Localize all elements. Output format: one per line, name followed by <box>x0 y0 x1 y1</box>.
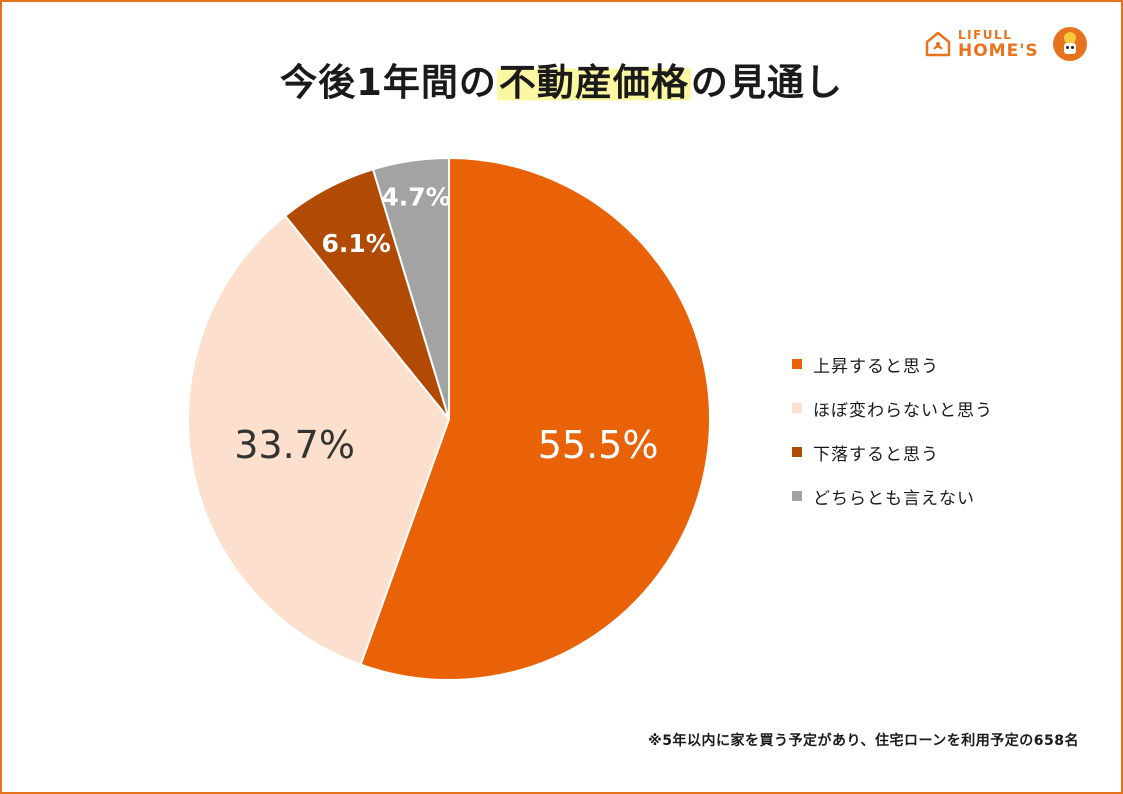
legend-item: 下落すると思う <box>792 430 993 474</box>
legend-item: どちらとも言えない <box>792 474 993 518</box>
legend-label: ほぼ変わらないと思う <box>813 400 993 421</box>
title-highlight: 不動産価格 <box>496 61 691 104</box>
logo-line1: LIFULL <box>958 28 1013 42</box>
title-prefix: 今後1年間の <box>280 61 497 104</box>
mascot-icon <box>1053 27 1087 61</box>
chart-title: 今後1年間の不動産価格の見通し <box>0 52 1123 106</box>
legend-item: ほぼ変わらないと思う <box>792 386 993 430</box>
legend-swatch <box>792 447 802 457</box>
legend-label: 上昇すると思う <box>813 356 939 377</box>
legend-item: 上昇すると思う <box>792 342 993 386</box>
house-icon <box>925 31 951 57</box>
legend-label: どちらとも言えない <box>813 488 975 509</box>
pie-slice <box>371 156 450 420</box>
pie-slice <box>187 214 451 666</box>
lifull-homes-logo: LIFULL HOME'S <box>924 26 1089 66</box>
legend-swatch <box>792 403 802 413</box>
legend-swatch <box>792 359 802 369</box>
title-suffix: の見通し <box>690 61 843 104</box>
slice-value-label: 4.7% <box>381 183 450 212</box>
slice-value-label: 33.7% <box>234 423 355 467</box>
footnote: ※5年以内に家を買う予定があり、住宅ローンを利用予定の658名 <box>648 733 1079 749</box>
chart-legend: 上昇すると思う ほぼ変わらないと思う 下落すると思う どちらとも言えない <box>792 342 993 518</box>
legend-swatch <box>792 491 802 501</box>
logo-line2: HOME'S <box>958 41 1039 61</box>
slice-value-label: 55.5% <box>538 423 659 467</box>
slice-value-label: 6.1% <box>322 229 391 258</box>
pie-slice <box>359 156 711 681</box>
legend-label: 下落すると思う <box>813 444 939 465</box>
